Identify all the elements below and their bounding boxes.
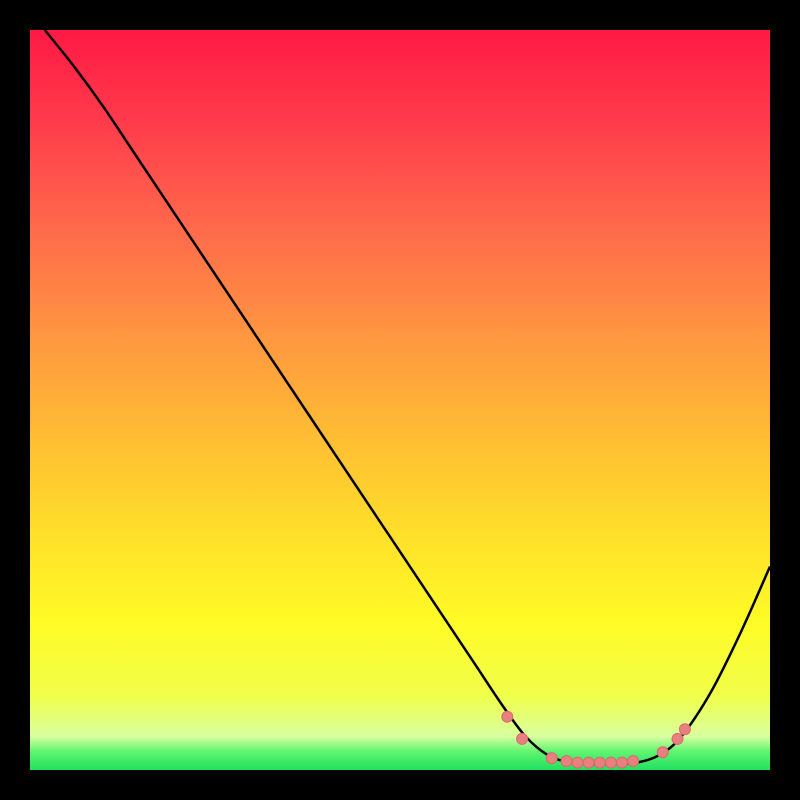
marker-point bbox=[617, 757, 628, 768]
marker-point bbox=[672, 733, 683, 744]
marker-point bbox=[583, 757, 594, 768]
bottleneck-chart bbox=[0, 0, 800, 800]
marker-point bbox=[605, 757, 616, 768]
chart-container: TheBottlenecker.com bbox=[0, 0, 800, 800]
marker-point bbox=[594, 757, 605, 768]
watermark-text: TheBottlenecker.com bbox=[549, 4, 792, 32]
plot-background bbox=[30, 30, 770, 770]
marker-point bbox=[572, 757, 583, 768]
marker-point bbox=[502, 711, 513, 722]
marker-point bbox=[546, 753, 557, 764]
marker-point bbox=[517, 733, 528, 744]
marker-point bbox=[628, 756, 639, 767]
marker-point bbox=[657, 747, 668, 758]
marker-point bbox=[679, 724, 690, 735]
marker-point bbox=[561, 756, 572, 767]
